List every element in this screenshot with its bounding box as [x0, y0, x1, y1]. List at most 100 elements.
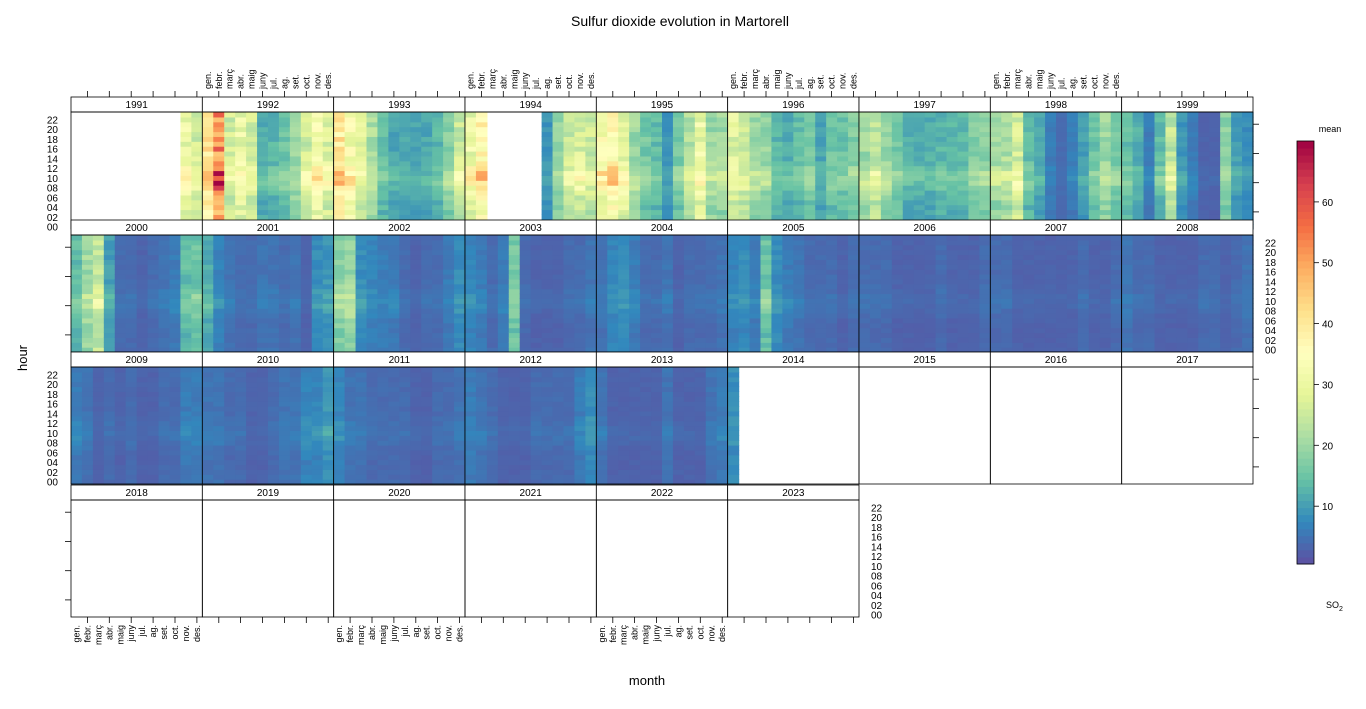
heat-cell [300, 337, 313, 343]
heat-cell [377, 278, 389, 285]
heat-cell [1110, 112, 1123, 118]
heat-cell [749, 151, 762, 157]
heat-cell [486, 283, 499, 290]
heat-cell [640, 239, 652, 246]
heat-cell [1143, 141, 1156, 147]
heat-cell [1143, 298, 1156, 304]
heat-cell [454, 313, 466, 319]
heat-cell [552, 259, 565, 265]
heat-cell [815, 317, 827, 324]
heat-cell [891, 288, 904, 295]
heat-cell [793, 170, 805, 176]
heat-cell [968, 180, 980, 186]
heat-cell [289, 180, 302, 186]
heat-cell [662, 136, 674, 142]
heat-cell [672, 185, 685, 191]
heat-cell [563, 322, 576, 329]
heat-cell [1220, 308, 1232, 314]
heat-cell [92, 406, 105, 412]
heat-cell [815, 283, 827, 290]
heat-cell [388, 274, 400, 280]
heat-cell [990, 288, 1002, 295]
heat-cell [1220, 332, 1232, 338]
heat-cell [475, 121, 488, 128]
heat-cell [607, 141, 619, 147]
heat-cell [979, 259, 991, 265]
heat-cell [322, 151, 335, 157]
heat-cell [541, 274, 554, 280]
heat-cell [848, 160, 860, 167]
heat-cell [1077, 288, 1090, 295]
heat-cell [672, 342, 685, 348]
heat-cell [1023, 259, 1035, 265]
heat-cell [629, 116, 641, 123]
heat-cell [629, 254, 641, 260]
heat-cell [311, 235, 324, 241]
heat-cell [355, 264, 368, 270]
heat-cell [946, 146, 959, 152]
heat-cell [563, 332, 576, 338]
heat-cell [1242, 155, 1254, 162]
heat-cell [125, 337, 138, 343]
heat-cell [1099, 259, 1112, 265]
heat-cell [837, 126, 849, 133]
heat-cell [366, 327, 379, 334]
heat-cell [640, 332, 652, 338]
heat-cell [399, 170, 411, 176]
heat-cell [716, 141, 729, 147]
heat-cell [344, 209, 357, 215]
heat-cell [311, 322, 324, 329]
heat-cell [662, 180, 674, 186]
heat-cell [1198, 313, 1210, 319]
heat-cell [749, 160, 762, 167]
heat-cell [662, 160, 674, 167]
heat-cell [749, 313, 762, 319]
heat-cell [497, 337, 510, 343]
heat-cell [694, 190, 707, 196]
heat-cell [804, 126, 816, 133]
heat-cell [771, 322, 783, 329]
heat-cell [924, 155, 937, 162]
heat-cell [1077, 214, 1090, 220]
heat-cell [344, 165, 357, 172]
heat-cell [1220, 175, 1232, 181]
heat-cell [1187, 308, 1199, 314]
heat-cell [355, 308, 368, 314]
heat-cell [388, 136, 400, 142]
heat-cell [672, 249, 685, 256]
heat-cell [683, 244, 696, 251]
heat-cell [694, 112, 707, 118]
heat-cell [278, 155, 291, 162]
heat-cell [826, 347, 838, 353]
heat-cell [837, 347, 849, 353]
heat-cell [804, 303, 816, 309]
heat-cell [377, 180, 389, 186]
heat-cell [793, 317, 805, 324]
heat-cell [1077, 131, 1090, 137]
heat-cell [180, 209, 192, 215]
heat-cell [278, 264, 291, 270]
heat-cell [1077, 293, 1090, 299]
heat-cell [1077, 235, 1090, 241]
heat-cell [1066, 126, 1079, 133]
heat-cell [826, 112, 838, 118]
heat-cell [618, 180, 630, 186]
heat-cell [508, 239, 521, 246]
heat-cell [716, 190, 729, 196]
heat-cell [552, 131, 565, 137]
heat-cell [497, 313, 510, 319]
heat-cell [1034, 126, 1046, 133]
heat-cell [103, 342, 116, 348]
heat-cell [158, 327, 171, 334]
heat-cell [1176, 141, 1188, 147]
heat-cell [289, 146, 302, 152]
heat-cell [410, 303, 422, 309]
heat-cell [125, 239, 138, 246]
heat-cell [81, 469, 94, 475]
heat-cell [519, 293, 532, 299]
heat-cell [618, 214, 630, 220]
heat-cell [891, 337, 904, 343]
heat-cell [268, 112, 280, 118]
heat-cell [1231, 214, 1243, 220]
heat-cell [465, 337, 477, 343]
